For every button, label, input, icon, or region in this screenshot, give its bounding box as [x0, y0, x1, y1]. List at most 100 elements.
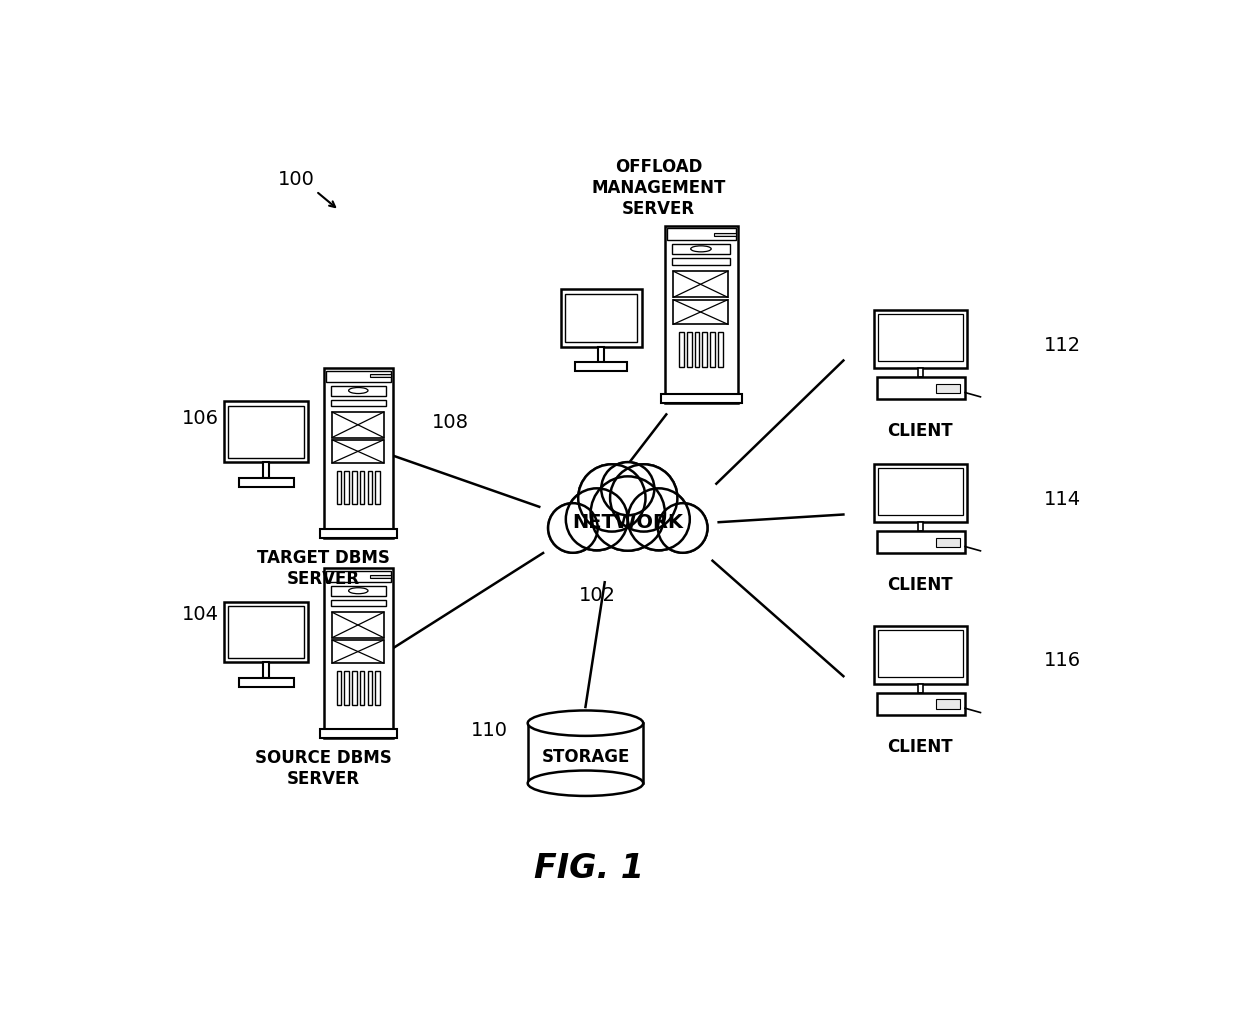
- Text: FIG. 1: FIG. 1: [534, 853, 645, 885]
- Bar: [665, 225, 738, 403]
- Text: CLIENT: CLIENT: [888, 422, 954, 441]
- Bar: [874, 626, 967, 684]
- Circle shape: [658, 503, 708, 553]
- Bar: [345, 671, 350, 704]
- Bar: [337, 471, 341, 504]
- Bar: [687, 332, 692, 367]
- Bar: [263, 462, 269, 477]
- Bar: [560, 289, 641, 347]
- Bar: [360, 671, 365, 704]
- Bar: [878, 630, 962, 677]
- Bar: [228, 406, 304, 458]
- Bar: [367, 671, 372, 704]
- Bar: [370, 574, 391, 578]
- Text: CLIENT: CLIENT: [888, 738, 954, 756]
- Bar: [574, 362, 627, 371]
- Bar: [326, 370, 391, 382]
- Bar: [320, 730, 397, 738]
- Text: 108: 108: [433, 413, 469, 431]
- Text: 100: 100: [278, 171, 315, 189]
- Ellipse shape: [348, 588, 368, 594]
- Bar: [672, 245, 730, 254]
- Text: STORAGE: STORAGE: [542, 748, 630, 766]
- Bar: [263, 663, 269, 678]
- Bar: [352, 671, 357, 704]
- Text: 106: 106: [182, 409, 219, 427]
- Bar: [703, 332, 707, 367]
- Bar: [936, 699, 961, 708]
- Bar: [874, 311, 967, 368]
- Bar: [565, 293, 637, 342]
- Bar: [878, 468, 962, 516]
- Bar: [352, 471, 357, 504]
- Bar: [376, 671, 379, 704]
- Bar: [672, 258, 730, 265]
- Circle shape: [601, 462, 655, 516]
- Bar: [718, 332, 723, 367]
- Circle shape: [578, 464, 646, 532]
- Bar: [918, 368, 923, 378]
- Text: 110: 110: [471, 721, 507, 740]
- Bar: [673, 271, 728, 297]
- Bar: [223, 401, 309, 462]
- Text: 102: 102: [579, 586, 615, 605]
- Bar: [332, 412, 383, 437]
- Bar: [918, 522, 923, 532]
- Polygon shape: [548, 462, 708, 553]
- Circle shape: [610, 464, 677, 532]
- Ellipse shape: [691, 246, 712, 252]
- Bar: [324, 368, 393, 538]
- Text: OFFLOAD
MANAGEMENT
SERVER: OFFLOAD MANAGEMENT SERVER: [591, 158, 725, 218]
- Bar: [228, 606, 304, 658]
- Bar: [345, 471, 350, 504]
- Text: 104: 104: [182, 605, 219, 624]
- Ellipse shape: [348, 388, 368, 394]
- Bar: [877, 693, 965, 715]
- Bar: [331, 600, 386, 606]
- Bar: [874, 465, 967, 522]
- Circle shape: [627, 488, 689, 550]
- Bar: [936, 538, 961, 547]
- Text: 112: 112: [1044, 336, 1081, 354]
- Bar: [376, 471, 379, 504]
- Bar: [918, 684, 923, 693]
- Bar: [936, 384, 961, 393]
- Bar: [337, 671, 341, 704]
- Circle shape: [601, 462, 655, 516]
- Bar: [673, 299, 728, 325]
- Circle shape: [548, 503, 598, 553]
- Bar: [680, 332, 684, 367]
- Bar: [324, 568, 393, 738]
- Bar: [528, 723, 644, 784]
- Bar: [332, 640, 383, 663]
- Circle shape: [578, 464, 646, 532]
- Bar: [239, 477, 294, 487]
- Bar: [714, 232, 735, 235]
- Bar: [878, 315, 962, 361]
- Text: TARGET DBMS
SERVER: TARGET DBMS SERVER: [257, 549, 391, 588]
- Circle shape: [590, 476, 665, 551]
- Bar: [332, 612, 383, 637]
- Bar: [370, 375, 391, 378]
- Bar: [223, 602, 309, 663]
- Bar: [877, 532, 965, 553]
- Bar: [598, 347, 604, 362]
- Bar: [360, 471, 365, 504]
- Bar: [320, 529, 397, 538]
- Text: 114: 114: [1044, 489, 1081, 509]
- Bar: [239, 678, 294, 687]
- Bar: [877, 378, 965, 399]
- Bar: [367, 471, 372, 504]
- Ellipse shape: [528, 770, 644, 796]
- Bar: [667, 228, 735, 241]
- Circle shape: [565, 488, 627, 550]
- Bar: [326, 570, 391, 583]
- Bar: [661, 395, 742, 403]
- Text: NETWORK: NETWORK: [573, 513, 683, 532]
- Bar: [331, 586, 386, 596]
- Bar: [694, 332, 699, 367]
- Text: CLIENT: CLIENT: [888, 577, 954, 594]
- Bar: [711, 332, 714, 367]
- Text: SOURCE DBMS
SERVER: SOURCE DBMS SERVER: [255, 749, 392, 789]
- Circle shape: [548, 503, 598, 553]
